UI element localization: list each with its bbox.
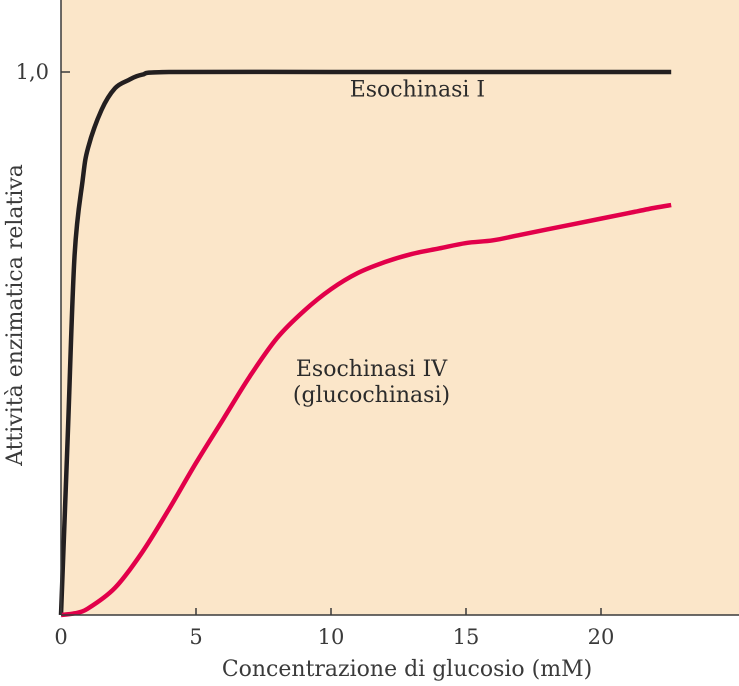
series-line-esochinasi-4	[60, 202, 672, 618]
x-tick-label: 5	[189, 625, 202, 649]
x-axis-label: Concentrazione di glucosio (mM)	[222, 657, 592, 682]
y-axis-label: Attività enzimatica relativa	[3, 164, 28, 467]
annotation-line: Esochinasi I	[350, 77, 485, 102]
plot-background	[61, 0, 739, 615]
series-line-esochinasi-1	[58, 69, 672, 616]
x-tick-label: 0	[54, 625, 67, 649]
x-tick-label: 10	[318, 625, 345, 649]
annotation-line: Esochinasi IV	[296, 357, 448, 382]
x-tick-label: 15	[453, 625, 480, 649]
annotation-esochinasi-4: Esochinasi IV (glucochinasi)	[293, 357, 450, 408]
annotation-line: (glucochinasi)	[293, 383, 450, 408]
y-tick-label: 1,0	[16, 60, 49, 84]
annotation-esochinasi-1: Esochinasi I	[350, 77, 485, 102]
x-tick-label: 20	[588, 625, 615, 649]
